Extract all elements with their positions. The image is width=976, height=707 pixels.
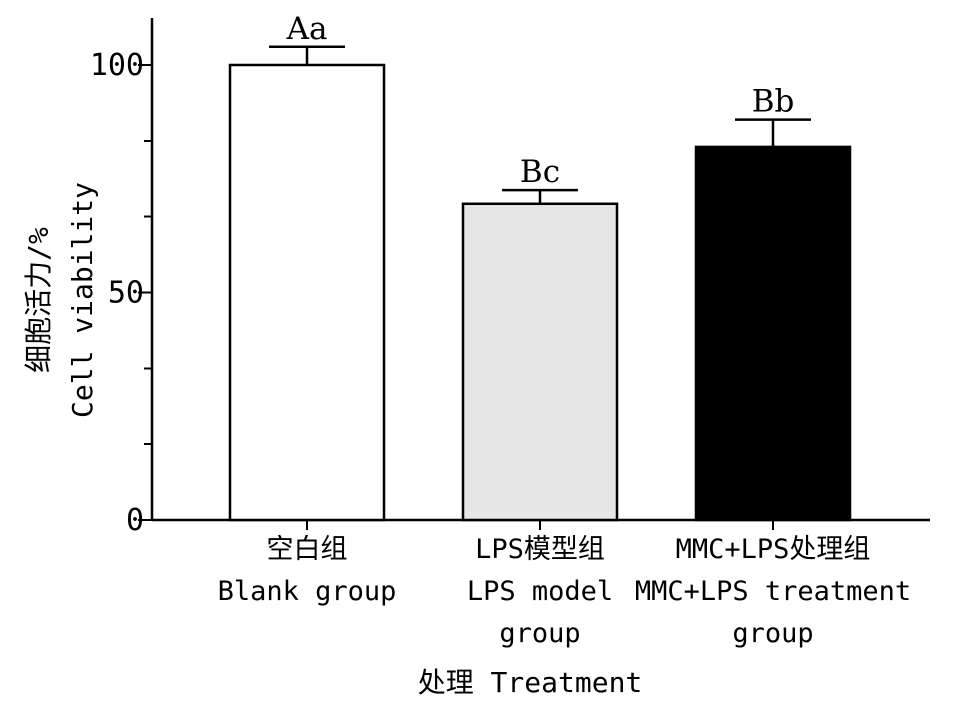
bar bbox=[228, 63, 386, 522]
significance-label: Aa bbox=[286, 11, 328, 47]
significance-label: Bb bbox=[752, 84, 795, 120]
y-tick-label: 50 bbox=[108, 276, 144, 311]
y-tick-label: 0 bbox=[126, 503, 144, 538]
bars-group bbox=[228, 63, 852, 522]
labels-group: Aa 空白组 Blank group Bc LPS模型组 LPS model group Bb… bbox=[218, 11, 912, 649]
bar bbox=[694, 145, 852, 522]
x-category-label: group bbox=[499, 618, 580, 649]
error-bars-group bbox=[269, 45, 811, 204]
bar bbox=[461, 202, 619, 522]
y-axis-title: 细胞活力/% Cell viability bbox=[22, 182, 99, 418]
x-category-label: LPS模型组 bbox=[475, 534, 605, 565]
x-category-label: MMC+LPS处理组 bbox=[676, 534, 871, 565]
y-tick-label: 100 bbox=[90, 48, 144, 83]
x-category-label: MMC+LPS treatment bbox=[635, 576, 911, 607]
x-axis-title: 处理 Treatment bbox=[418, 666, 643, 699]
x-category-label: Blank group bbox=[218, 576, 397, 607]
x-category-label: group bbox=[732, 618, 813, 649]
significance-label: Bc bbox=[520, 154, 560, 190]
y-axis-title-line-1: 细胞活力/% bbox=[22, 227, 55, 373]
x-category-label: LPS model bbox=[467, 576, 613, 607]
x-category-label: 空白组 bbox=[267, 534, 348, 565]
y-axis-title-line-2: Cell viability bbox=[66, 182, 99, 418]
